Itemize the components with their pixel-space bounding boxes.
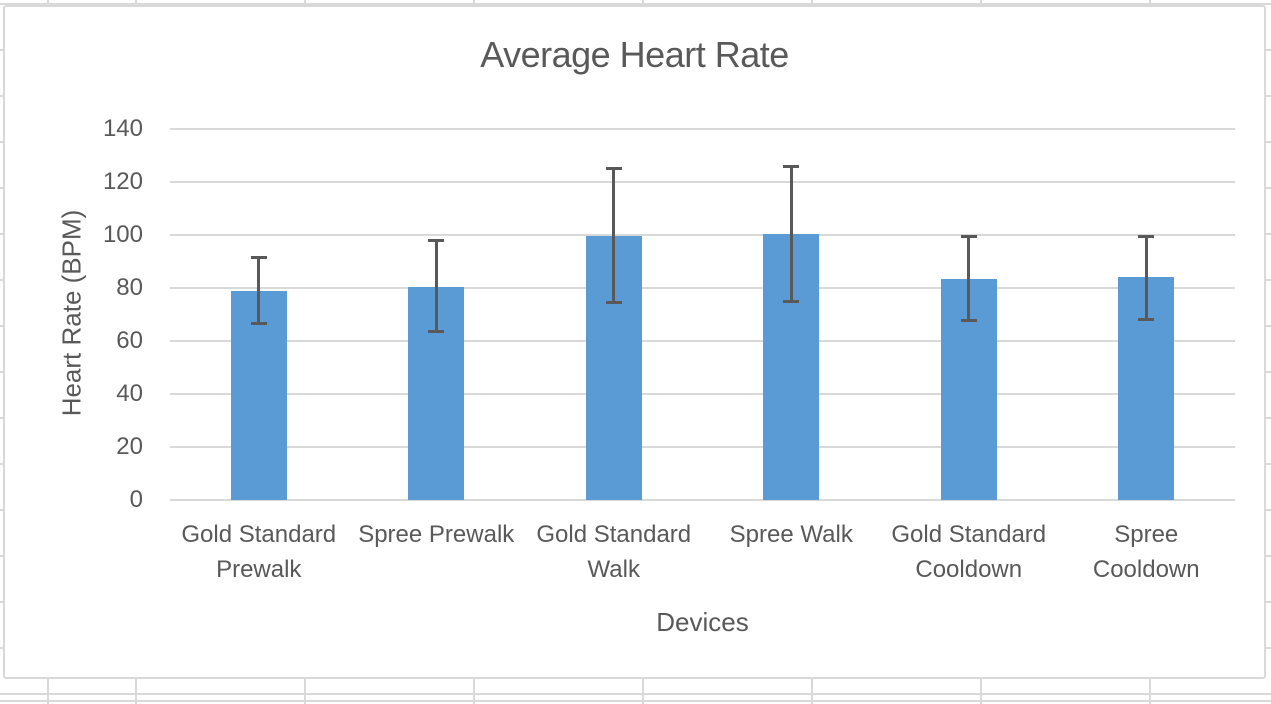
error-bar-top-cap bbox=[1138, 235, 1155, 238]
y-tick-label-100: 100 bbox=[102, 221, 143, 248]
category-label-line: Walk bbox=[587, 556, 640, 583]
y-tick-label-60: 60 bbox=[116, 327, 143, 354]
y-tick-label-140: 140 bbox=[102, 115, 143, 142]
error-bar-bottom-cap bbox=[250, 322, 267, 326]
category-label-line: Spree Walk bbox=[729, 521, 853, 548]
x-axis-title[interactable]: Devices bbox=[656, 607, 749, 637]
error-bar-top-cap bbox=[250, 256, 267, 260]
category-label-line: Cooldown bbox=[1092, 556, 1200, 583]
error-bar[interactable] bbox=[257, 256, 261, 326]
y-tick-label-80: 80 bbox=[116, 274, 143, 301]
gridline-40 bbox=[170, 393, 1235, 395]
spreadsheet-row-line bbox=[0, 700, 1271, 702]
bar-gold-standard-prewalk[interactable] bbox=[230, 290, 287, 500]
category-label-spree-prewalk[interactable]: Spree Prewalk bbox=[348, 517, 526, 552]
error-bar-top-cap bbox=[428, 238, 445, 242]
error-bar[interactable] bbox=[434, 238, 438, 334]
error-bar-top-cap bbox=[783, 164, 800, 168]
error-bar[interactable] bbox=[612, 167, 616, 304]
category-label-gold-standard-walk[interactable]: Gold Standard Walk bbox=[525, 517, 703, 587]
gridline-80 bbox=[170, 287, 1235, 289]
y-tick-label-20: 20 bbox=[116, 433, 143, 460]
error-bar-bottom-cap bbox=[1138, 318, 1155, 322]
category-label-gold-standard-prewalk[interactable]: Gold Standard Prewalk bbox=[170, 517, 348, 587]
category-label-line: Prewalk bbox=[216, 556, 302, 583]
error-bar[interactable] bbox=[789, 164, 793, 303]
error-bar-bottom-cap bbox=[960, 319, 977, 323]
y-tick-label-0: 0 bbox=[129, 486, 143, 513]
error-bar-top-cap bbox=[605, 167, 622, 171]
gridline-100 bbox=[170, 234, 1235, 236]
gridline-20 bbox=[170, 446, 1235, 448]
category-label-line: Cooldown bbox=[915, 556, 1023, 583]
category-label-line: Gold Standard bbox=[536, 521, 692, 548]
gridline-120 bbox=[170, 181, 1235, 183]
error-bar[interactable] bbox=[967, 235, 971, 323]
category-label-line: Spree bbox=[1114, 521, 1179, 548]
gridline-0 bbox=[170, 499, 1235, 501]
gridline-140 bbox=[170, 128, 1235, 130]
plot-area bbox=[170, 128, 1235, 501]
error-bar-top-cap bbox=[960, 235, 977, 238]
y-tick-label-120: 120 bbox=[102, 168, 143, 195]
category-label-line: Spree Prewalk bbox=[358, 521, 515, 548]
error-bar-bottom-cap bbox=[428, 330, 445, 334]
category-label-spree-walk[interactable]: Spree Walk bbox=[703, 517, 881, 552]
y-tick-label-40: 40 bbox=[116, 380, 143, 407]
gridline-60 bbox=[170, 340, 1235, 342]
error-bar-bottom-cap bbox=[605, 300, 622, 304]
chart-object[interactable]: Average Heart Rate Heart Rate (BPM) Devi… bbox=[3, 5, 1266, 679]
error-bar-bottom-cap bbox=[783, 299, 800, 303]
category-label-spree-cooldown[interactable]: Spree Cooldown bbox=[1058, 517, 1236, 587]
chart-title[interactable]: Average Heart Rate bbox=[480, 34, 789, 75]
category-label-line: Gold Standard bbox=[891, 521, 1047, 548]
category-label-gold-standard-cooldown[interactable]: Gold Standard Cooldown bbox=[880, 517, 1058, 587]
category-label-line: Gold Standard bbox=[181, 521, 337, 548]
error-bar[interactable] bbox=[1144, 235, 1148, 322]
